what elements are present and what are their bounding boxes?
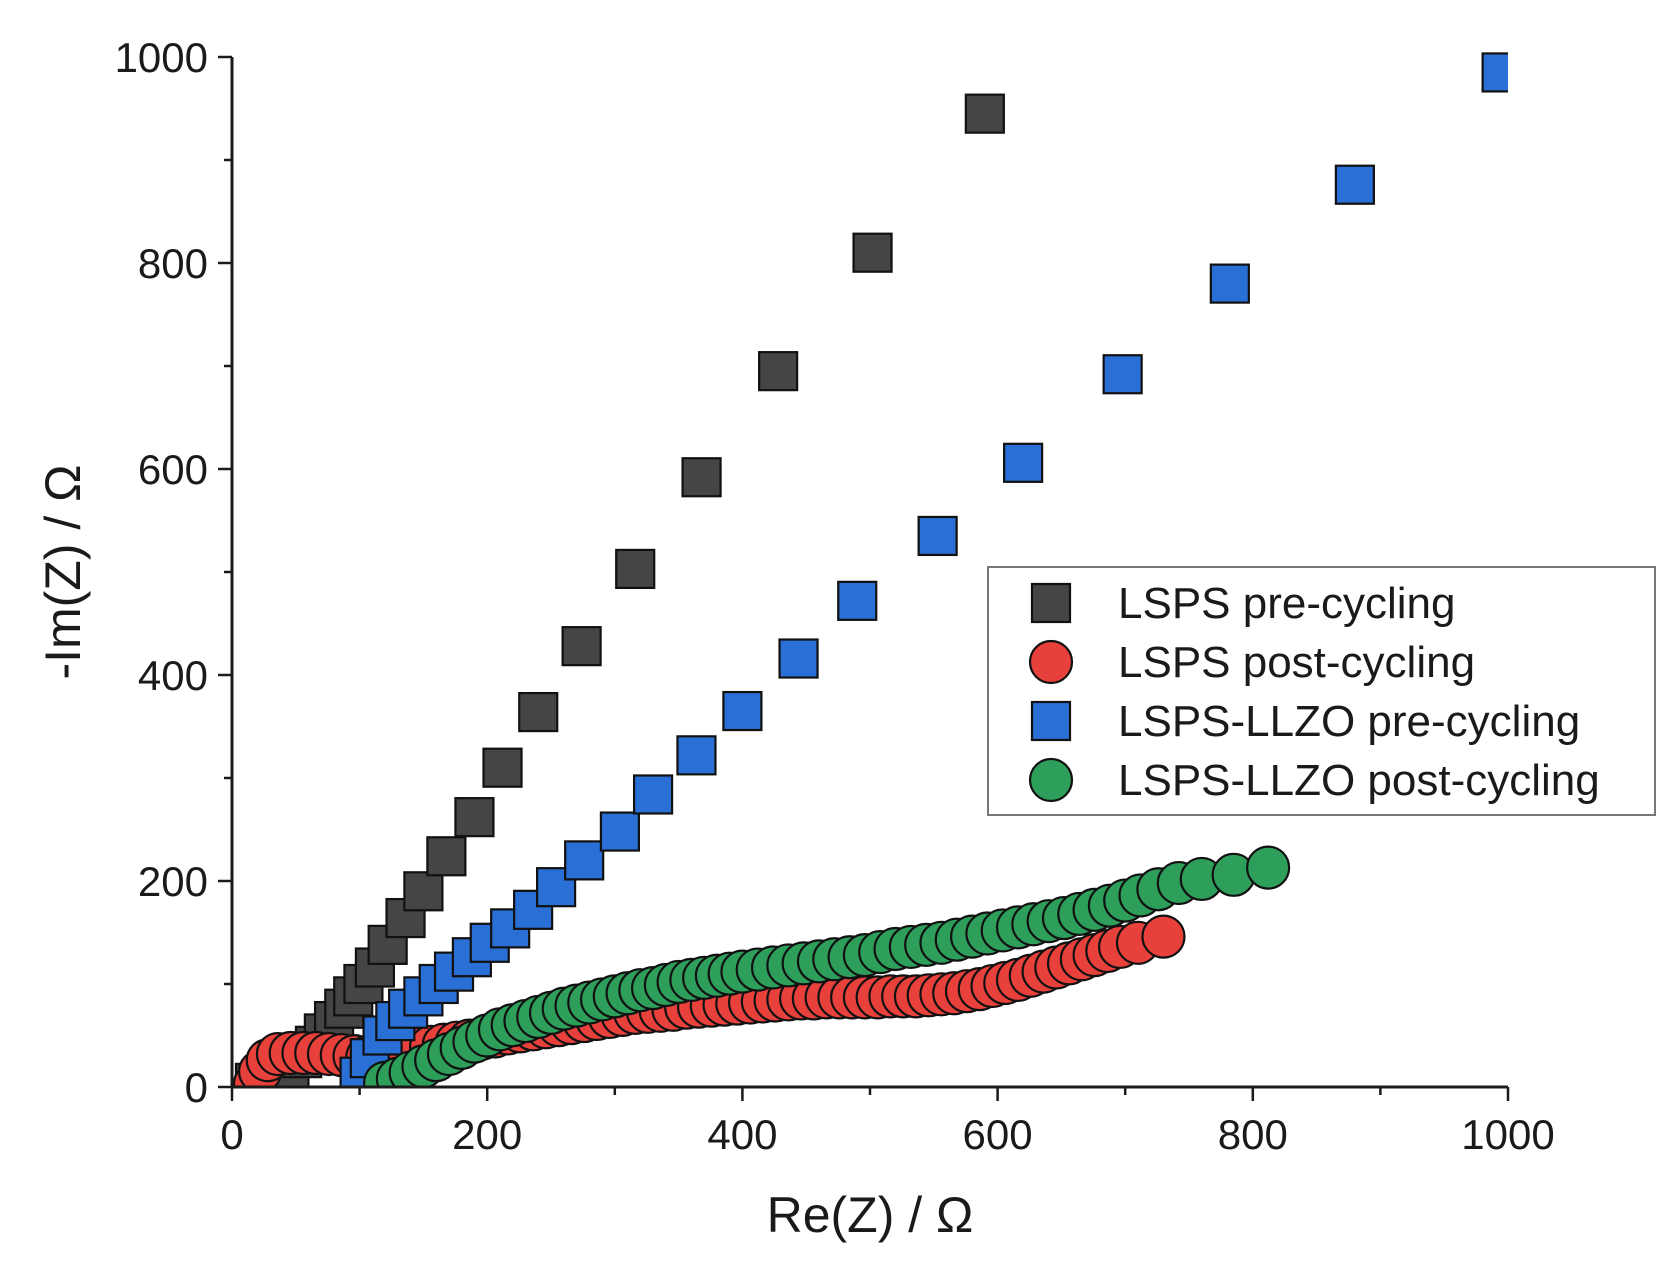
y-tick-label: 800 <box>138 240 208 287</box>
data-point <box>632 774 674 815</box>
legend: LSPS pre-cycling LSPS post-cycling LSPS-LL… <box>987 566 1656 816</box>
legend-item: LSPS-LLZO post-cycling <box>1028 756 1600 805</box>
data-point <box>426 836 467 877</box>
x-tick-label: 400 <box>707 1111 777 1158</box>
y-tick-label: 0 <box>185 1064 208 1111</box>
series-4 <box>363 845 1291 1087</box>
legend-marker <box>1028 757 1074 803</box>
legend-item: LSPS post-cycling <box>1028 638 1475 687</box>
data-point <box>599 811 641 852</box>
data-point <box>758 351 799 392</box>
data-point <box>1246 845 1291 890</box>
data-point <box>778 638 819 679</box>
legend-marker <box>1030 700 1072 742</box>
data-point <box>403 871 444 912</box>
data-point <box>837 580 878 621</box>
data-point <box>564 840 605 881</box>
data-point <box>1102 354 1143 395</box>
data-point <box>1481 52 1508 93</box>
x-tick-label: 200 <box>452 1111 522 1158</box>
data-point <box>1141 914 1186 959</box>
data-point <box>722 690 763 732</box>
data-point <box>1334 164 1375 205</box>
data-point <box>676 735 717 776</box>
legend-label: LSPS-LLZO post-cycling <box>1118 756 1600 805</box>
legend-marker <box>1028 639 1074 685</box>
legend-box <box>987 566 1656 816</box>
x-tick-label: 0 <box>220 1111 243 1158</box>
data-point <box>964 93 1005 134</box>
x-tick-label: 800 <box>1218 1111 1288 1158</box>
series-layer <box>232 52 1508 1087</box>
data-point <box>518 691 559 733</box>
data-point <box>561 626 602 667</box>
legend-marker <box>1030 582 1072 624</box>
y-axis-title: -Im(Z) / Ω <box>35 464 91 679</box>
data-point <box>917 515 958 557</box>
legend-label: LSPS post-cycling <box>1118 638 1475 687</box>
data-point <box>1209 263 1250 304</box>
legend-label: LSPS pre-cycling <box>1118 579 1455 628</box>
legend-item: LSPS-LLZO pre-cycling <box>1030 697 1580 746</box>
data-point <box>482 747 523 788</box>
x-tick-label: 600 <box>963 1111 1033 1158</box>
data-point <box>615 548 656 590</box>
x-tick-label: 1000 <box>1461 1111 1554 1158</box>
x-axis-title: Re(Z) / Ω <box>767 1187 974 1243</box>
y-tick-label: 600 <box>138 446 208 493</box>
data-point <box>1003 442 1044 483</box>
y-tick-label: 1000 <box>115 34 208 81</box>
y-tick-label: 200 <box>138 858 208 905</box>
axes: 0 200 400 600 800 1000 0 200 400 600 800 1000 <box>115 34 1555 1158</box>
legend-item: LSPS pre-cycling <box>1030 579 1455 628</box>
legend-label: LSPS-LLZO pre-cycling <box>1118 697 1580 746</box>
data-point <box>454 797 495 838</box>
y-tick-label: 400 <box>138 652 208 699</box>
data-point <box>681 457 722 498</box>
series-3 <box>339 52 1508 1087</box>
data-point <box>852 232 893 273</box>
